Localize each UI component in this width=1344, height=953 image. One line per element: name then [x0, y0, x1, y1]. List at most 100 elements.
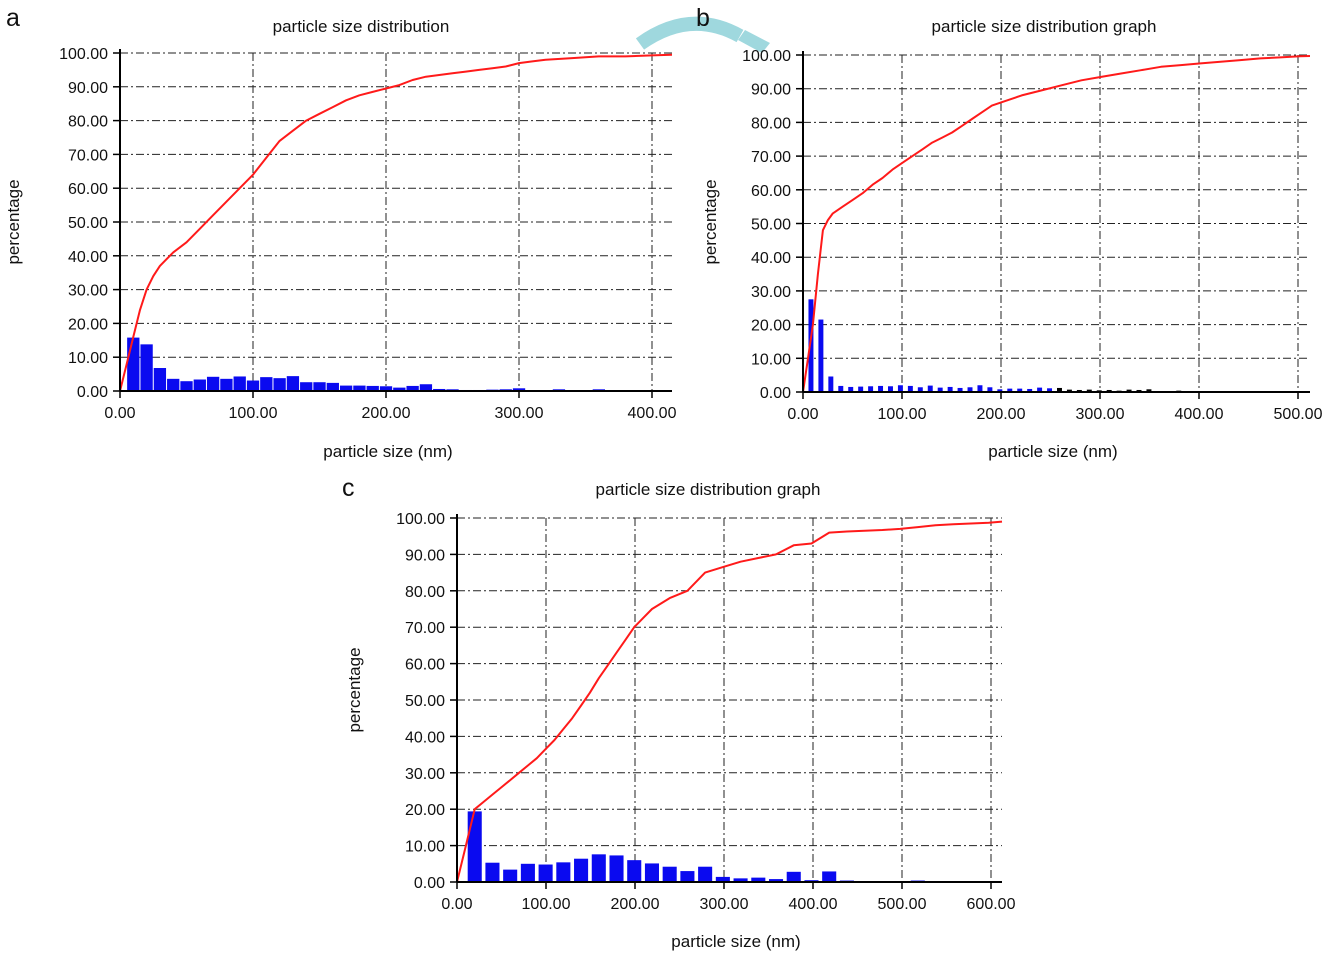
y-tick-label: 20.00 — [68, 316, 108, 333]
bar — [868, 386, 874, 392]
bar — [927, 385, 933, 392]
bar-series — [467, 811, 925, 882]
bar — [937, 387, 943, 392]
y-tick-label: 50.00 — [405, 693, 445, 710]
y-tick-label: 0.00 — [414, 875, 445, 892]
cumulative-curve — [802, 55, 1311, 393]
bar — [574, 858, 589, 882]
bar — [609, 855, 624, 882]
x-tick-label: 300.00 — [700, 896, 749, 913]
y-tick-label: 100.00 — [59, 46, 108, 63]
x-tick-label: 100.00 — [522, 896, 571, 913]
bar — [512, 388, 526, 391]
bar — [246, 380, 260, 391]
bar — [967, 387, 973, 392]
bar — [947, 386, 953, 392]
axes — [119, 49, 672, 392]
chart-panel-a: a particle size distribution particle si… — [4, 4, 677, 461]
bar — [897, 385, 903, 392]
bar — [485, 862, 500, 882]
y-tick-label: 60.00 — [405, 657, 445, 674]
y-tick-labels: 0.00 10.00 20.00 30.00 40.00 50.00 60.00 70.00 8… — [396, 511, 445, 892]
bar — [1086, 389, 1092, 392]
x-tick-label: 200.00 — [977, 406, 1026, 423]
axes — [456, 514, 1002, 883]
y-tick-label: 30.00 — [751, 284, 791, 301]
y-tick-label: 80.00 — [68, 114, 108, 131]
y-tick-label: 40.00 — [68, 249, 108, 266]
y-tick-label: 70.00 — [68, 147, 108, 164]
bar — [167, 378, 180, 391]
x-tick-label: 300.00 — [1076, 406, 1125, 423]
y-tick-label: 20.00 — [405, 802, 445, 819]
y-tick-label: 10.00 — [751, 351, 791, 368]
grid — [120, 52, 672, 391]
bar — [467, 811, 482, 882]
bar — [393, 387, 406, 391]
x-axis-label: particle size (nm) — [988, 442, 1117, 461]
x-tick-labels: 0.00 100.00 200.00 300.00 400.00 — [104, 405, 676, 422]
y-tick-label: 10.00 — [405, 839, 445, 856]
x-tick-label: 100.00 — [229, 405, 278, 422]
x-tick-label: 0.00 — [787, 406, 818, 423]
bar — [997, 389, 1003, 392]
bar — [180, 381, 193, 391]
bar — [326, 382, 339, 391]
y-axis-label: percentage — [701, 179, 720, 264]
y-tick-labels: 0.00 10.00 20.00 30.00 40.00 50.00 60.00 70.00 8… — [742, 48, 791, 402]
panel-letter-a: a — [6, 4, 20, 32]
cumulative-line — [119, 53, 673, 392]
y-tick-label: 0.00 — [77, 384, 108, 401]
x-tick-label: 400.00 — [1175, 406, 1224, 423]
bar — [366, 385, 379, 391]
bar — [1066, 389, 1072, 392]
bar — [680, 871, 695, 882]
bar — [503, 869, 518, 882]
x-axis-label: particle size (nm) — [323, 442, 452, 461]
bar — [1136, 389, 1142, 392]
tick-marks — [796, 54, 1299, 399]
bar — [751, 877, 766, 882]
y-tick-label: 70.00 — [751, 149, 791, 166]
y-tick-label: 90.00 — [68, 80, 108, 97]
x-tick-labels: 0.00 100.00 200.00 300.00 400.00 500.00 — [787, 406, 1322, 423]
bar — [591, 854, 606, 882]
panel-letter-c: c — [342, 474, 355, 502]
cumulative-curve — [456, 520, 1003, 883]
bar — [1007, 388, 1013, 392]
y-axis-label: percentage — [345, 647, 364, 732]
bar-series — [127, 337, 605, 391]
bar — [858, 386, 864, 392]
y-tick-label: 90.00 — [751, 82, 791, 99]
cumulative-curve — [119, 53, 673, 392]
y-tick-label: 10.00 — [68, 350, 108, 367]
bar — [828, 376, 834, 392]
x-tick-label: 300.00 — [495, 405, 544, 422]
bar-series — [808, 299, 1182, 392]
bar — [662, 866, 677, 882]
x-tick-label: 500.00 — [1274, 406, 1323, 423]
x-tick-labels: 0.00 100.00 200.00 300.00 400.00 500.00 600.00 — [441, 896, 1015, 913]
grid — [803, 54, 1310, 392]
y-tick-label: 30.00 — [68, 283, 108, 300]
bar — [313, 382, 326, 391]
chart-title: particle size distribution graph — [932, 17, 1157, 36]
tick-marks — [450, 517, 992, 889]
bar — [957, 387, 963, 392]
bar — [1017, 388, 1023, 392]
tick-marks — [113, 52, 653, 398]
bar — [419, 384, 433, 391]
bar — [1047, 388, 1053, 392]
bar — [888, 386, 893, 392]
bar — [907, 385, 913, 392]
bar — [538, 864, 553, 882]
bar — [153, 368, 167, 391]
y-tick-label: 80.00 — [405, 584, 445, 601]
bar — [1126, 389, 1132, 392]
bar — [644, 863, 659, 882]
bar — [818, 319, 824, 392]
cumulative-line — [802, 55, 1311, 393]
y-tick-label: 30.00 — [405, 766, 445, 783]
y-tick-label: 0.00 — [760, 385, 791, 402]
